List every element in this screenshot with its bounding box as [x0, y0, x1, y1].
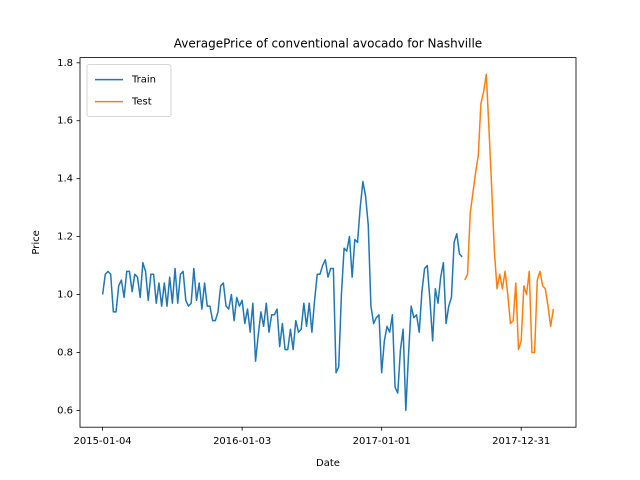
x-axis-label: Date: [316, 458, 340, 469]
line-series: [464, 73, 555, 354]
x-tick-label: 2015-01-04: [74, 436, 132, 447]
y-axis-label: Price: [31, 230, 42, 254]
y-tick-label: 0.6: [57, 405, 73, 416]
y-tick-label: 1.6: [57, 116, 73, 127]
y-tick-label: 1.8: [57, 58, 73, 69]
plot-frame: [79, 57, 577, 428]
y-tick-label: 1.0: [57, 290, 73, 301]
line-series: [101, 180, 463, 412]
x-tick-label: 2017-12-31: [492, 436, 550, 447]
legend-label: Test: [131, 97, 152, 108]
x-tick-label: 2016-01-03: [213, 436, 271, 447]
chart-title: AveragePrice of conventional avocado for…: [174, 37, 482, 51]
legend-label: Train: [131, 75, 156, 86]
y-tick-label: 1.4: [57, 174, 73, 185]
legend-box: [86, 64, 172, 117]
y-tick-label: 0.8: [57, 347, 73, 358]
y-tick-label: 1.2: [57, 232, 73, 243]
x-tick-label: 2017-01-01: [353, 436, 411, 447]
